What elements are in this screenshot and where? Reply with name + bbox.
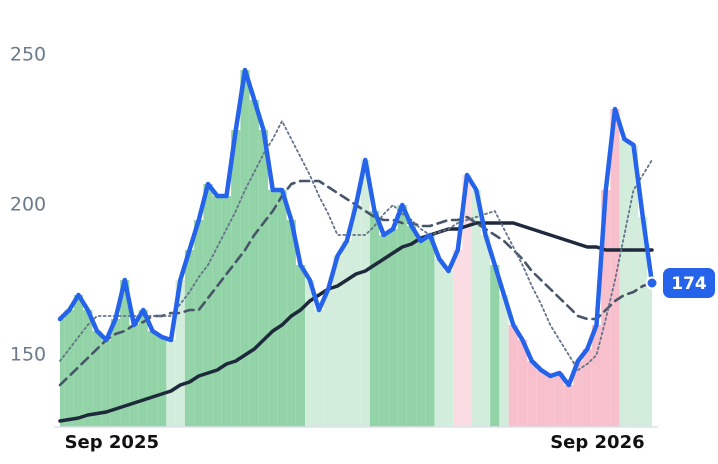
bar [490, 265, 500, 427]
bar [379, 235, 389, 427]
x-tick-label: Sep 2026 [550, 432, 644, 453]
bar [60, 319, 65, 427]
bar [194, 220, 204, 427]
bar [73, 295, 84, 427]
bar [184, 250, 195, 427]
bar [628, 145, 639, 427]
bar [471, 190, 481, 427]
bar [175, 280, 185, 427]
bar [517, 340, 528, 427]
bar [147, 331, 158, 427]
bar [582, 349, 592, 427]
bar [406, 226, 417, 427]
bar [527, 361, 537, 427]
x-tick-label: Sep 2025 [65, 432, 159, 453]
y-tick-label: 250 [10, 44, 46, 66]
bar [249, 100, 259, 427]
bar [647, 283, 652, 427]
bar [83, 310, 93, 427]
bar [120, 280, 130, 427]
bar [499, 295, 509, 427]
bar [129, 325, 139, 427]
bar [397, 205, 407, 427]
bar [221, 196, 232, 427]
bar [508, 325, 518, 427]
line-series [59, 120, 653, 371]
bar [166, 340, 176, 427]
last-value-badge [663, 268, 715, 298]
bar [369, 211, 380, 427]
y-tick-label: 150 [10, 344, 46, 366]
bar [536, 370, 546, 427]
bar [554, 373, 565, 427]
bar [305, 280, 315, 427]
bar [545, 376, 555, 427]
bar [212, 196, 222, 427]
bar [610, 109, 620, 427]
bar [138, 310, 148, 427]
bar [323, 289, 333, 427]
line-series [57, 67, 655, 388]
bar [351, 205, 361, 427]
bar [564, 385, 574, 427]
bar [203, 184, 213, 427]
bar [110, 319, 121, 427]
bar [332, 256, 343, 427]
bar [286, 220, 296, 427]
last-point [645, 276, 659, 290]
bar [462, 175, 472, 427]
bar [277, 190, 287, 427]
bar [453, 250, 463, 427]
bar [258, 130, 269, 427]
y-tick-label: 200 [10, 194, 46, 216]
bar [591, 325, 602, 427]
bar [480, 235, 491, 427]
last-value-label: 174 [671, 274, 707, 294]
line-series [58, 221, 654, 423]
bar [157, 337, 167, 427]
bar [314, 310, 324, 427]
bar [64, 310, 74, 427]
bar [92, 331, 102, 427]
bar [295, 265, 306, 427]
bar [416, 241, 426, 427]
bar [638, 217, 648, 427]
bar [268, 190, 278, 427]
bar [388, 229, 398, 427]
bar [231, 130, 241, 427]
bar [425, 235, 435, 427]
bar [443, 271, 454, 427]
bar [434, 259, 444, 427]
bar [619, 139, 629, 427]
bar [360, 160, 370, 427]
bar [573, 361, 583, 427]
bar [101, 340, 111, 427]
bar [342, 241, 352, 427]
